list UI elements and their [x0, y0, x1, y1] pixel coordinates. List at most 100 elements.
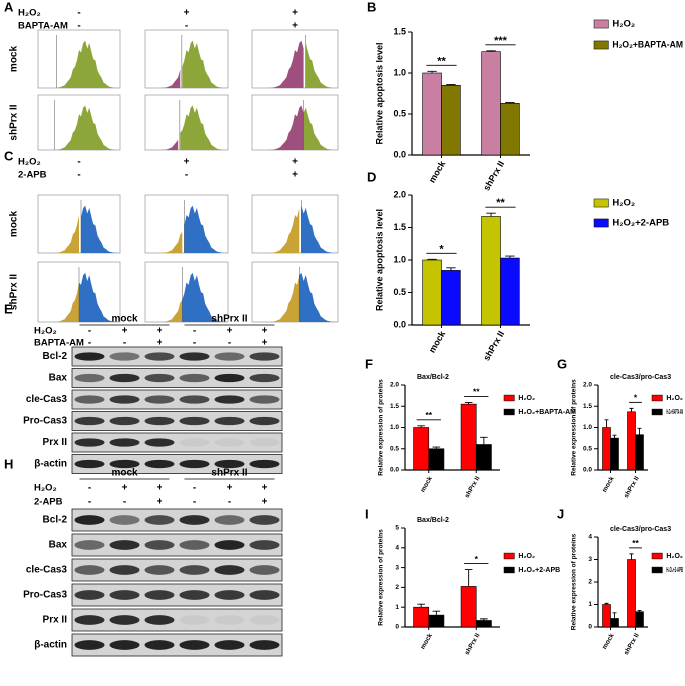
blot-strip: [71, 583, 283, 607]
histogram-area: [252, 40, 304, 88]
chart-title: cle-Cas3/pro-Cas3: [610, 374, 671, 381]
histogram-area: [252, 105, 304, 150]
bar: [441, 85, 461, 156]
bar: [428, 448, 445, 471]
bar: [441, 270, 461, 326]
protein-label: Bax: [49, 373, 68, 384]
blot-band: [109, 615, 140, 625]
blot-band: [74, 615, 105, 625]
blot-band: [214, 565, 245, 575]
histogram-area: [145, 139, 179, 150]
condition-sign: +: [227, 483, 233, 494]
condition-sign: +: [262, 326, 268, 337]
error-bar: [505, 255, 515, 259]
histogram-area: [301, 205, 338, 253]
blot-band: [179, 640, 210, 650]
condition-sign: -: [77, 8, 80, 19]
significance-mark: *: [439, 243, 444, 255]
condition-sign: +: [184, 157, 190, 168]
condition-sign: -: [193, 497, 196, 508]
blot-band: [144, 540, 175, 550]
blot-band: [144, 615, 175, 625]
blot-band: [179, 395, 210, 404]
chart-title: Bax/Bcl-2: [417, 374, 449, 381]
y-tick-label: 0.5: [390, 445, 399, 452]
condition-sign: +: [292, 170, 298, 181]
panel-label: C: [4, 148, 14, 163]
bar: [635, 434, 644, 471]
condition-label: 2-APB: [18, 170, 47, 181]
blot-strip: [71, 558, 283, 582]
blot-band: [109, 515, 140, 525]
legend-label: H₂O₂+BAPTA-AM: [666, 409, 683, 416]
blot-band: [249, 395, 280, 404]
condition-sign: -: [123, 338, 126, 349]
blot-band: [249, 565, 280, 575]
significance-mark: **: [496, 197, 505, 209]
bar: [481, 51, 501, 156]
bar: [422, 259, 442, 326]
condition-sign: +: [157, 338, 163, 349]
error-bar: [446, 84, 456, 86]
protein-label: cle-Cas3: [26, 565, 68, 576]
blot-strip: [71, 508, 283, 532]
y-tick-label: 2.0: [390, 382, 399, 389]
legend-swatch: [593, 19, 609, 29]
blot-band: [74, 373, 105, 383]
protein-label: Pro-Cas3: [23, 590, 67, 601]
y-tick-label: 1.0: [393, 67, 406, 77]
error-bar: [505, 102, 515, 104]
blot-strip: [71, 633, 283, 657]
blot-band: [109, 565, 140, 575]
blot-strip: [71, 432, 283, 453]
protein-label: β-actin: [34, 459, 67, 470]
condition-label: BAPTA-AM: [34, 338, 84, 349]
condition-sign: -: [77, 21, 80, 32]
condition-sign: -: [123, 497, 126, 508]
protein-label: Pro-Cas3: [23, 416, 67, 427]
legend-label: H₂O₂+2-APB: [612, 218, 669, 229]
bar: [475, 620, 492, 628]
error-bar: [604, 419, 609, 428]
histogram-area: [56, 105, 120, 150]
error-bar: [417, 603, 425, 608]
blot-band: [214, 352, 245, 361]
error-bar: [464, 401, 473, 405]
blot-band: [249, 515, 280, 525]
condition-sign: -: [193, 483, 196, 494]
blot-band: [74, 565, 105, 575]
x-tick-label: shPrx II: [623, 632, 641, 656]
y-tick-label: 1.5: [393, 26, 406, 36]
error-bar: [427, 70, 437, 73]
x-tick-label: shPrx II: [481, 159, 506, 192]
row-label: shPrx II: [9, 104, 20, 140]
condition-sign: -: [228, 338, 231, 349]
condition-sign: +: [122, 483, 128, 494]
blot-band: [179, 352, 210, 361]
bar: [413, 427, 430, 471]
blot-band: [109, 373, 140, 383]
panel-label: H: [4, 456, 13, 471]
legend-swatch: [503, 408, 515, 416]
error-bar: [637, 427, 642, 435]
y-tick-label: 5: [395, 525, 399, 532]
condition-sign: +: [157, 497, 163, 508]
y-tick-label: 1: [395, 604, 399, 611]
legend-label: H₂O₂+BAPTA-AM: [518, 409, 576, 416]
protein-label: Bax: [49, 540, 68, 551]
histogram-area: [299, 272, 338, 322]
error-bar: [432, 610, 441, 616]
bar: [602, 604, 611, 628]
error-bar: [486, 50, 496, 52]
significance-mark: **: [437, 55, 446, 67]
error-bar: [637, 610, 642, 612]
y-tick-label: 1.5: [393, 222, 406, 232]
condition-sign: -: [88, 497, 91, 508]
y-axis-label: Relative expression of proteins: [378, 379, 385, 476]
histogram-area: [305, 42, 338, 88]
condition-sign: +: [157, 483, 163, 494]
group-label: shPrx II: [211, 468, 247, 479]
x-tick-label: shPrx II: [464, 475, 482, 499]
y-tick-label: 0.5: [583, 445, 592, 452]
condition-sign: -: [193, 326, 196, 337]
